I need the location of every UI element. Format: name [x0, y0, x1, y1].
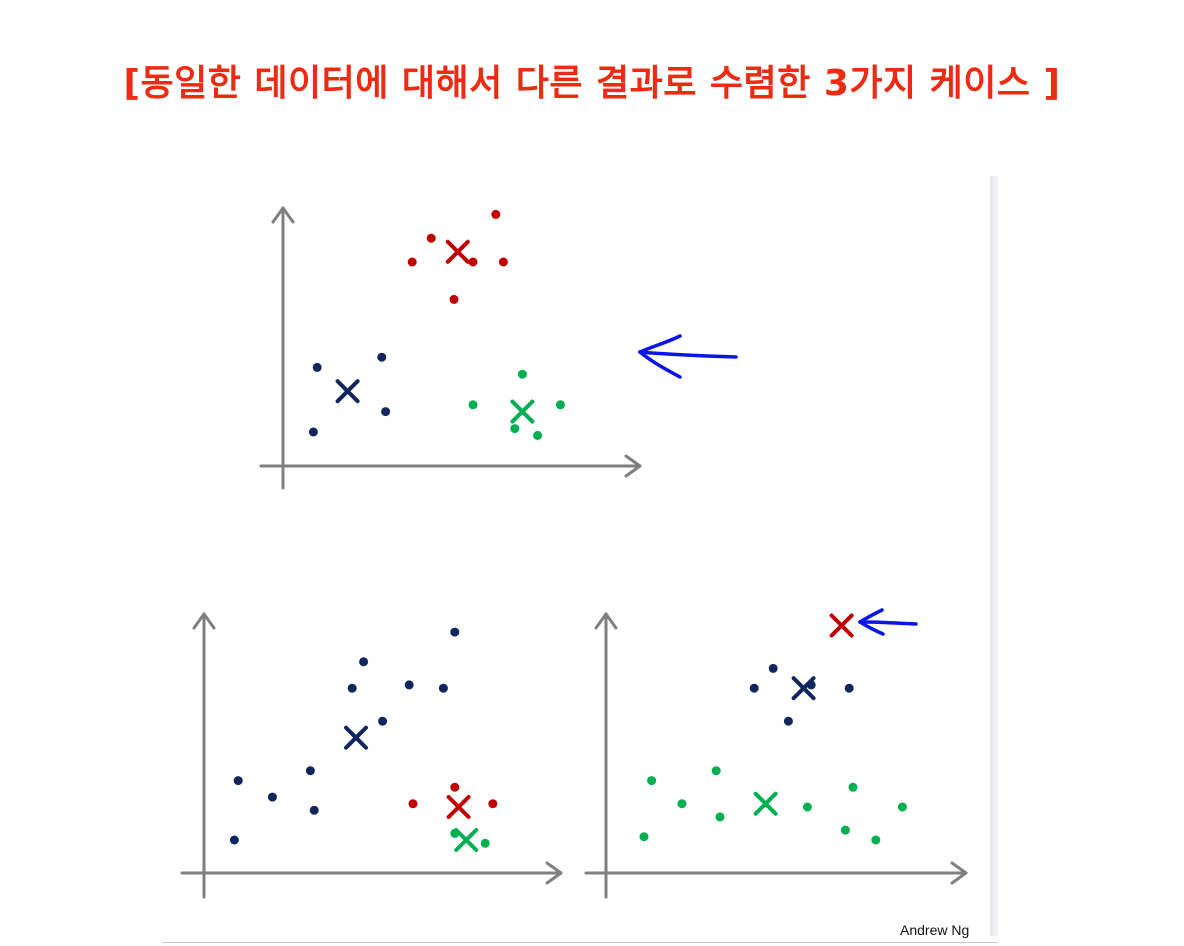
x-axis-arrowhead: [545, 861, 563, 885]
green-data-point: [897, 802, 907, 812]
plot-bottom-left: [180, 612, 563, 899]
red-data-point: [426, 233, 436, 243]
red-data-point: [488, 799, 498, 809]
green-centroid-cross-x-icon: [510, 399, 535, 424]
green-data-point: [848, 782, 858, 792]
plot-bottom-right-marks: [639, 613, 907, 845]
blue-centroid-cross-x-icon: [344, 725, 368, 750]
green-data-point: [802, 802, 812, 812]
y-axis-arrowhead: [271, 206, 295, 224]
blue-data-point: [768, 663, 778, 673]
red-data-point: [408, 799, 418, 809]
green-centroid-cross-x-icon: [753, 791, 778, 816]
blue-data-point: [359, 657, 369, 667]
plot-bottom-right: [584, 608, 968, 899]
blue-data-point: [378, 716, 388, 726]
green-data-point: [468, 400, 478, 410]
blue-data-point: [783, 716, 793, 726]
blue-data-point: [312, 362, 322, 372]
plot-top-marks: [308, 209, 565, 440]
blue-data-point: [377, 352, 387, 362]
x-axis-arrowhead: [950, 861, 968, 885]
slide-bottom-border: [162, 942, 998, 943]
blue-data-point: [381, 407, 391, 417]
blue-data-point: [347, 683, 357, 693]
hand-drawn-left-arrow-icon: [638, 334, 738, 379]
blue-data-point: [267, 792, 277, 802]
green-data-point: [510, 424, 520, 434]
y-axis-arrowhead: [192, 612, 216, 630]
plot-top-axes: [259, 206, 642, 490]
green-data-point: [647, 776, 657, 786]
red-data-point: [407, 257, 417, 267]
blue-data-point: [749, 683, 759, 693]
blue-data-point: [450, 627, 460, 637]
red-centroid-cross-x-icon: [445, 239, 470, 264]
blue-data-point: [844, 683, 854, 693]
green-data-point: [677, 799, 687, 809]
green-data-point: [533, 430, 543, 440]
slide-edge-shadow: [990, 176, 998, 936]
green-data-point: [639, 832, 649, 842]
green-data-point: [715, 812, 725, 822]
blue-data-point: [305, 766, 315, 776]
blue-centroid-cross-x-icon: [335, 379, 360, 404]
green-centroid-cross-x-icon: [454, 828, 479, 852]
blue-data-point: [308, 427, 318, 437]
red-data-point: [450, 782, 460, 792]
green-data-point: [480, 838, 490, 848]
blue-data-point: [309, 805, 319, 815]
blue-centroid-cross-x-icon: [791, 676, 816, 701]
green-data-point: [517, 369, 527, 379]
red-centroid-cross-x-icon: [829, 613, 854, 638]
red-data-point: [468, 257, 478, 267]
author-credit: Andrew Ng: [900, 922, 970, 938]
hand-drawn-left-arrow-icon: [858, 608, 918, 636]
red-data-point: [498, 257, 508, 267]
red-centroid-cross-x-icon: [446, 795, 471, 819]
y-axis-arrowhead: [594, 612, 618, 630]
green-data-point: [871, 835, 881, 845]
blue-data-point: [404, 680, 414, 690]
green-data-point: [711, 766, 721, 776]
plot-top: [259, 206, 738, 490]
blue-data-point: [233, 776, 243, 786]
page-title: [동일한 데이터에 대해서 다른 결과로 수렴한 3가지 케이스 ]: [123, 63, 1061, 104]
green-data-point: [840, 825, 850, 835]
red-data-point: [449, 294, 459, 304]
blue-data-point: [438, 683, 448, 693]
green-data-point: [555, 400, 565, 410]
plot-bottom-left-marks: [229, 627, 498, 852]
plot-bottom-left-axes: [180, 612, 563, 899]
red-data-point: [491, 209, 501, 219]
blue-data-point: [229, 835, 239, 845]
plot-bottom-right-axes: [584, 612, 968, 899]
x-axis-arrowhead: [624, 454, 642, 478]
